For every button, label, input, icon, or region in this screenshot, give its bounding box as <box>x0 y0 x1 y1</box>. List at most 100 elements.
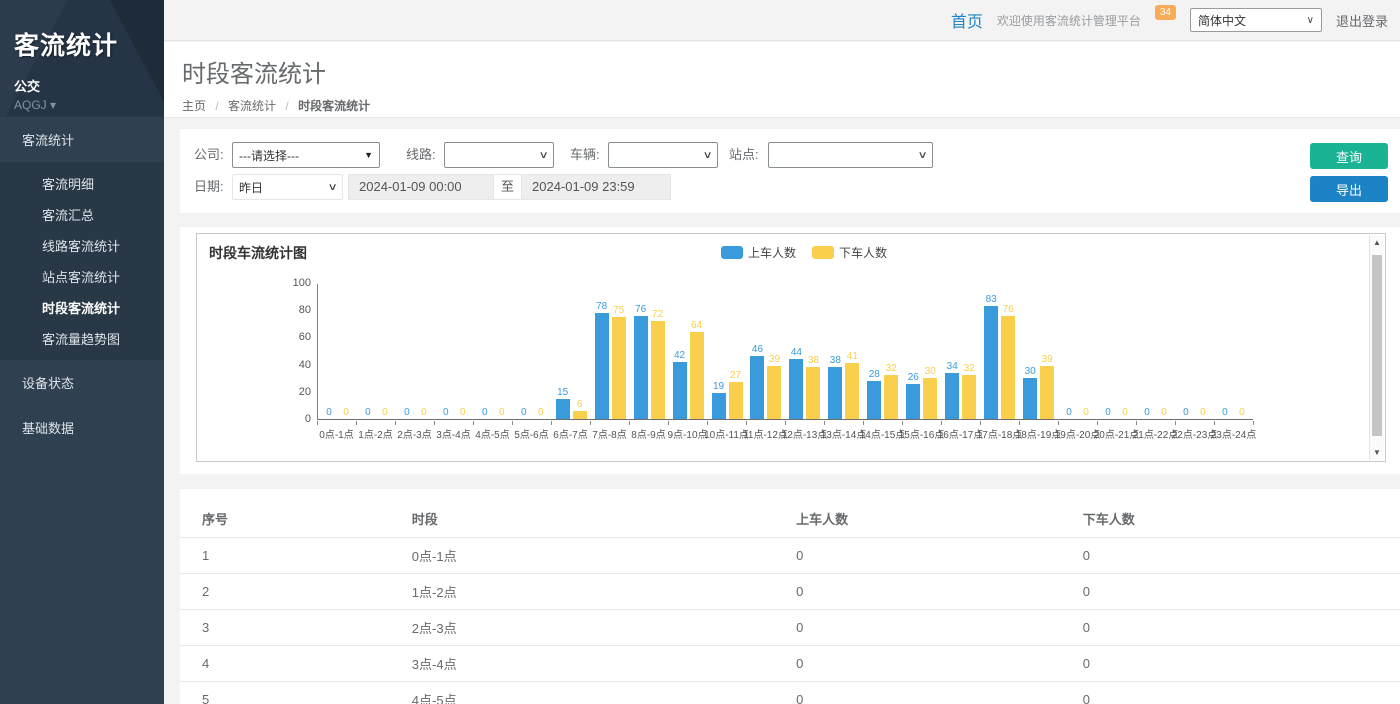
bar-value-label: 42 <box>673 349 686 361</box>
scroll-up-icon[interactable]: ▲ <box>1373 238 1381 247</box>
bar[interactable]: 0 <box>1079 407 1093 419</box>
x-tick-label: 19点-20点 <box>1054 430 1101 441</box>
bar[interactable]: 64 <box>689 320 704 419</box>
bar-value-label: 28 <box>868 368 880 380</box>
bar[interactable]: 38 <box>806 355 821 419</box>
sidebar-item-device-status[interactable]: 设备状态 <box>22 376 75 391</box>
language-select[interactable]: 简体中文 ∨ <box>1189 8 1322 32</box>
bar[interactable]: 34 <box>945 361 960 419</box>
bar[interactable]: 26 <box>906 372 921 419</box>
breadcrumb-section[interactable]: 客流统计 <box>228 99 277 113</box>
date-to-input[interactable]: 2024-01-09 23:59 <box>521 174 671 200</box>
sidebar-item-passenger-stats[interactable]: 客流统计 <box>0 116 164 162</box>
legend-entry[interactable]: 下车人数 <box>812 244 887 261</box>
bar[interactable]: 0 <box>1179 407 1193 419</box>
bar[interactable]: 44 <box>789 347 804 419</box>
line-select[interactable]: ∨ <box>444 142 554 168</box>
bar[interactable]: 27 <box>728 370 743 419</box>
bar[interactable]: 78 <box>594 301 609 419</box>
sidebar-subitem[interactable]: 站点客流统计 <box>42 270 121 285</box>
bar[interactable]: 0 <box>456 407 470 419</box>
org-code-dropdown[interactable]: AQGJ ▾ <box>14 98 57 112</box>
bar[interactable]: 6 <box>572 399 587 419</box>
bar[interactable]: 0 <box>1157 407 1171 419</box>
sidebar-subitem[interactable]: 线路客流统计 <box>42 239 121 254</box>
date-preset-select[interactable]: 昨日 ∨ <box>232 174 343 200</box>
bar[interactable]: 32 <box>884 363 899 419</box>
stats-table: 序号 时段 上车人数 下车人数 1 0点-1点 0 0 2 1点-2点 0 0 3 2点-3点 0 0… <box>180 489 1400 704</box>
bar-value-label: 0 <box>537 407 544 418</box>
table-cell: 0 <box>1082 681 1400 704</box>
bar[interactable]: 15 <box>555 387 570 419</box>
bar[interactable]: 41 <box>845 351 860 419</box>
bar[interactable]: 0 <box>1118 407 1132 419</box>
bar[interactable]: 0 <box>495 407 509 419</box>
bar-value-label: 32 <box>963 363 975 375</box>
bar[interactable]: 0 <box>417 407 431 419</box>
bar-value-label: 0 <box>1083 407 1089 418</box>
bar-value-label: 0 <box>1161 407 1167 418</box>
legend-entry[interactable]: 上车人数 <box>721 244 796 261</box>
date-label: 日期: <box>194 179 224 194</box>
bar[interactable]: 0 <box>1196 407 1210 419</box>
scrollbar-thumb[interactable] <box>1372 255 1382 436</box>
sidebar-subitem[interactable]: 客流明细 <box>42 177 95 192</box>
bar-value-label: 32 <box>885 363 897 375</box>
bar[interactable]: 76 <box>633 304 648 419</box>
bar[interactable]: 0 <box>1101 407 1115 419</box>
bar-rect <box>1040 365 1055 419</box>
bar[interactable]: 39 <box>767 354 782 419</box>
sidebar-subitem[interactable]: 时段客流统计 <box>42 301 121 316</box>
bar[interactable]: 0 <box>478 407 492 419</box>
bar[interactable]: 0 <box>517 407 531 419</box>
legend-color-chip <box>721 246 743 259</box>
bar[interactable]: 30 <box>1023 366 1038 419</box>
bar[interactable]: 72 <box>650 309 665 419</box>
bar[interactable]: 0 <box>439 407 453 419</box>
bar[interactable]: 42 <box>672 349 687 419</box>
bar[interactable]: 0 <box>400 407 414 419</box>
bar[interactable]: 83 <box>984 294 999 419</box>
station-select[interactable]: ∨ <box>768 142 933 168</box>
bar[interactable]: 39 <box>1040 354 1055 419</box>
notification-badge[interactable]: 34 <box>1154 4 1176 20</box>
bar-rect <box>945 372 960 419</box>
bar[interactable]: 0 <box>378 407 392 419</box>
bar[interactable]: 0 <box>1218 407 1232 419</box>
bar[interactable]: 19 <box>711 381 726 419</box>
company-select[interactable]: ---请选择--- ▼ <box>232 142 380 168</box>
vehicle-select[interactable]: ∨ <box>608 142 718 168</box>
sidebar-subitem[interactable]: 客流量趋势图 <box>42 332 121 347</box>
bar[interactable]: 46 <box>750 344 765 419</box>
bar[interactable]: 0 <box>339 407 353 419</box>
bar[interactable]: 30 <box>923 366 938 419</box>
sidebar-item-base-data[interactable]: 基础数据 <box>22 421 75 436</box>
bar[interactable]: 0 <box>322 407 336 419</box>
bar-value-label: 76 <box>1002 303 1014 315</box>
bar[interactable]: 0 <box>1235 407 1249 419</box>
chevron-down-icon: ▾ <box>50 98 57 112</box>
logout-link[interactable]: 退出登录 <box>1335 13 1388 29</box>
bar[interactable]: 32 <box>962 363 977 419</box>
bar[interactable]: 28 <box>867 368 882 419</box>
caret-down-icon: ▼ <box>364 150 373 160</box>
date-from-input[interactable]: 2024-01-09 00:00 <box>348 174 494 200</box>
sidebar-brand: 客流统计 公交 AQGJ ▾ <box>0 0 164 116</box>
bar[interactable]: 0 <box>1140 407 1154 419</box>
home-link[interactable]: 首页 <box>950 14 983 31</box>
chart-scrollbar[interactable]: ▲ ▼ <box>1369 235 1384 460</box>
bar[interactable]: 38 <box>828 355 843 419</box>
query-button[interactable]: 查询 <box>1310 143 1388 169</box>
sidebar-subitem[interactable]: 客流汇总 <box>42 208 95 223</box>
bar[interactable]: 75 <box>611 305 626 419</box>
bar[interactable]: 0 <box>534 407 548 419</box>
bar-group: 78 75 <box>591 301 630 419</box>
breadcrumb-home[interactable]: 主页 <box>182 99 207 113</box>
bar[interactable]: 0 <box>1062 407 1076 419</box>
export-button[interactable]: 导出 <box>1310 176 1388 202</box>
bar[interactable]: 0 <box>361 407 375 419</box>
bar-value-label: 83 <box>985 294 997 306</box>
scroll-down-icon[interactable]: ▼ <box>1373 448 1381 457</box>
bar[interactable]: 76 <box>1001 303 1016 419</box>
